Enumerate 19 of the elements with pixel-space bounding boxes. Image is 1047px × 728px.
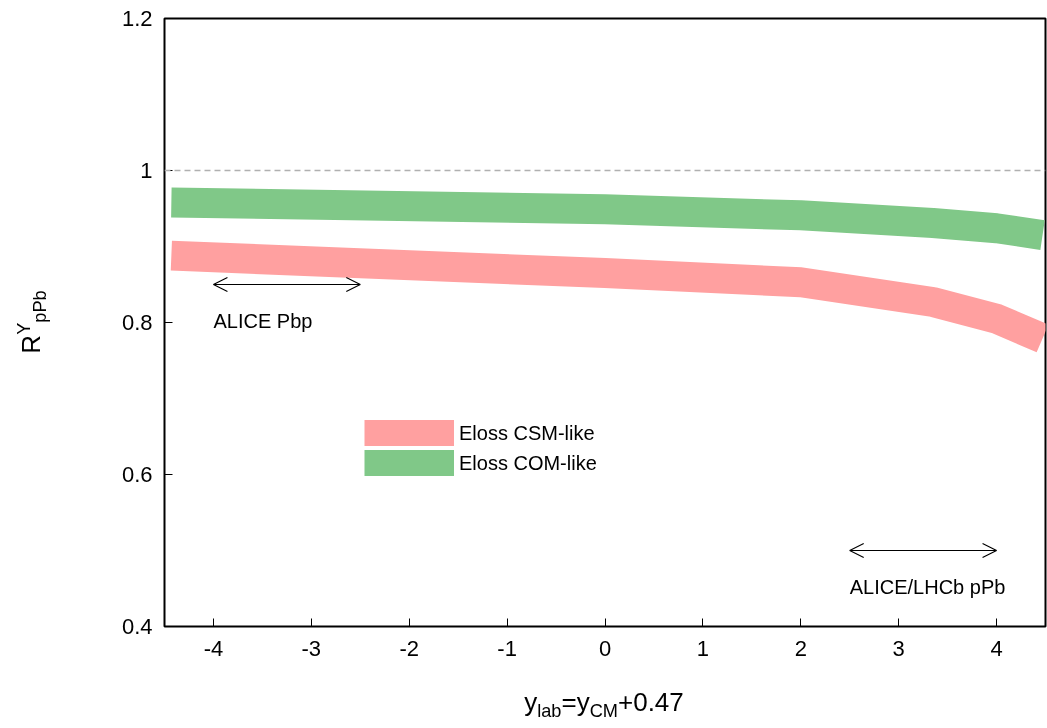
y-tick-label: 1 [140,158,153,183]
x-tick-label: 2 [794,635,807,661]
y-tick-label: 0.6 [121,462,153,487]
y-tick-label: 0.4 [121,614,153,639]
legend-label: Eloss COM-like [459,451,597,475]
x-tick-label: 4 [990,635,1003,661]
x-tick-label: 3 [892,635,905,661]
x-tick-label: 0 [598,635,612,661]
x-tick-label: -4 [203,635,224,661]
annotation: ALICE Pbp [213,309,313,332]
y-tick-label: 0.8 [121,310,153,335]
x-tick-label: 1 [696,635,710,661]
x-tick-label: -3 [301,635,322,661]
x-axis-title: y$_{lab}$=y$_{CM}$+0.47 [524,685,684,724]
annotation: ALICE/LHCb pPb [849,575,1006,598]
x-tick-label: -1 [497,635,517,661]
x-tick-label: -2 [399,635,419,661]
y-tick-label: 1.2 [121,6,153,31]
legend-label: Eloss CSM-like [459,421,595,445]
